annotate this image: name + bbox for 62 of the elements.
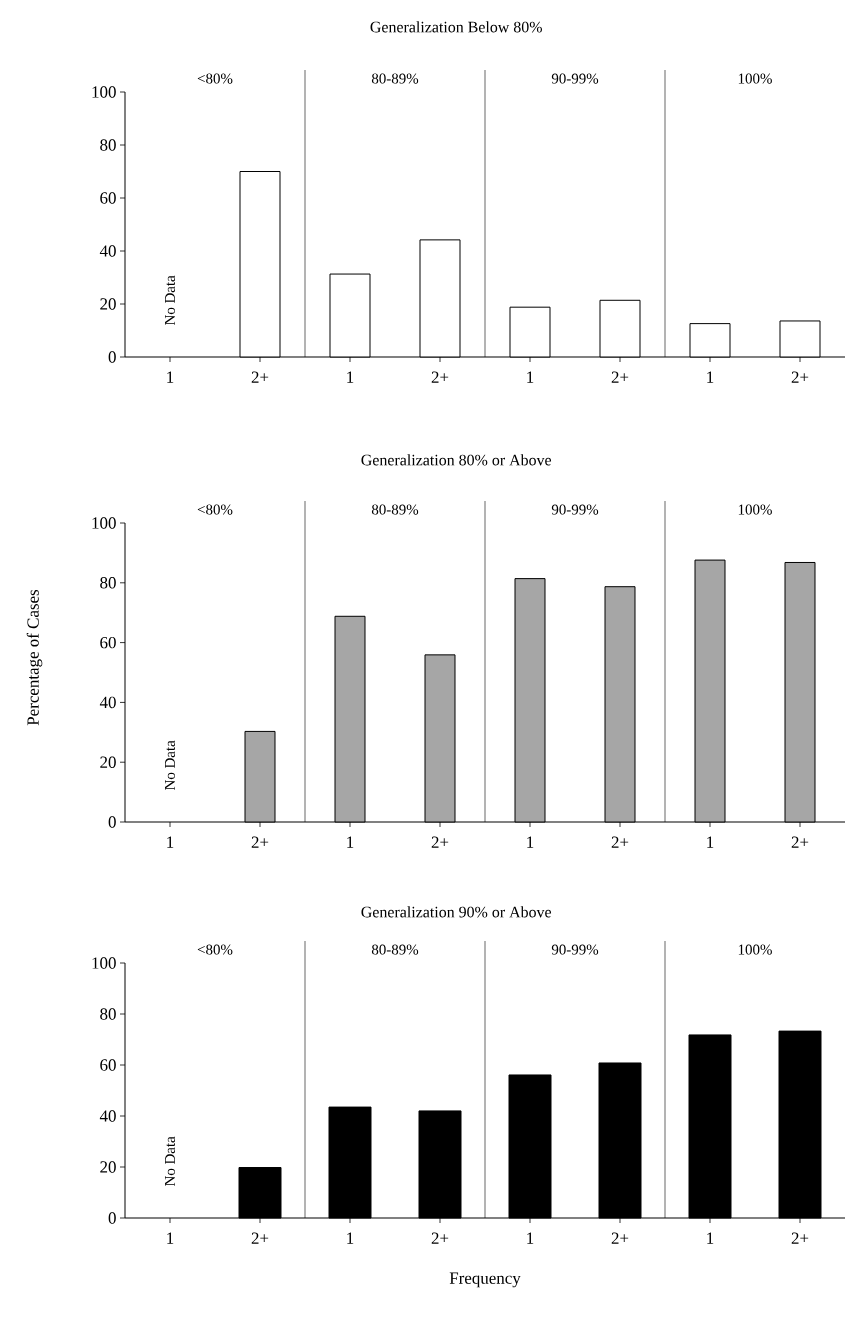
text: 90-99% — [551, 73, 599, 84]
x-tick-label: 2+ — [431, 371, 449, 383]
x-tick-label: 2+ — [791, 836, 809, 848]
y-tick-label: 20 — [100, 1161, 116, 1173]
x-tick-label: 1 — [527, 371, 534, 383]
x-tick-label: 1 — [167, 371, 174, 383]
text: 80-89% — [371, 944, 419, 955]
annotation: No Data — [165, 275, 175, 326]
x-tick-label: 1 — [167, 1232, 174, 1244]
x-tick-label: 1 — [167, 836, 174, 848]
x-tick-label: 1 — [527, 836, 534, 848]
y-tick-label: 0 — [108, 1212, 116, 1224]
text: 90-99% — [551, 504, 599, 515]
y-tick-label: 80 — [100, 139, 116, 151]
y-tick-label: 40 — [99, 245, 116, 257]
x-tick-label: 2+ — [251, 1232, 269, 1244]
y-tick-label: 100 — [92, 517, 116, 529]
y-tick-label: 20 — [100, 756, 116, 768]
y-tick-label: 100 — [92, 86, 116, 98]
y-tick-label: 80 — [100, 1008, 116, 1020]
y-tick-label: 0 — [108, 816, 116, 828]
y-tick-label: 60 — [100, 1059, 116, 1071]
x-tick-label: 1 — [707, 836, 714, 848]
y-tick-label: 40 — [99, 696, 116, 709]
chart-title: Generalization 90% or Above — [361, 906, 552, 918]
chart-title: Generalization 80% or Above — [361, 454, 552, 466]
y-tick-label: 80 — [100, 577, 116, 589]
x-tick-label: 1 — [347, 836, 354, 848]
x-tick-label: 2+ — [431, 1232, 449, 1244]
text: 100% — [738, 73, 772, 84]
y-tick-label: 100 — [92, 957, 116, 969]
text: 90-99% — [551, 944, 599, 955]
x-tick-label: 2+ — [791, 1232, 809, 1244]
x-tick-label: 2+ — [791, 371, 809, 383]
text: 100% — [738, 504, 772, 515]
y-tick-label: 40 — [99, 1110, 116, 1122]
x-tick-label: 2+ — [251, 371, 269, 383]
chart-title: Generalization Below 80% — [370, 21, 542, 33]
annotation: No Data — [165, 1136, 175, 1187]
y-tick-label: 60 — [100, 636, 116, 649]
x-tick-label: 1 — [707, 371, 714, 383]
annotation: No Data — [165, 740, 175, 791]
x-tick-label: 1 — [707, 1232, 714, 1244]
text: 80-89% — [371, 73, 419, 84]
x-axis-title: Frequency — [449, 1272, 521, 1288]
text: <80% — [197, 944, 233, 955]
x-tick-label: 2+ — [611, 836, 629, 848]
x-tick-label: 1 — [347, 1232, 354, 1244]
y-tick-label: 60 — [100, 192, 116, 204]
text: 80-89% — [371, 504, 419, 515]
y-tick-label: 0 — [108, 351, 116, 363]
x-tick-label: 1 — [527, 1232, 534, 1244]
y-axis-title: Percentage of Cases — [26, 589, 43, 726]
x-tick-label: 2+ — [431, 836, 449, 848]
x-tick-label: 1 — [347, 371, 354, 383]
text: 100% — [738, 944, 772, 955]
x-tick-label: 2+ — [611, 1232, 629, 1244]
text: <80% — [197, 73, 233, 84]
x-tick-label: 2+ — [611, 371, 629, 383]
y-tick-label: 20 — [100, 298, 116, 310]
text: <80% — [197, 504, 233, 515]
x-tick-label: 2+ — [251, 836, 269, 848]
